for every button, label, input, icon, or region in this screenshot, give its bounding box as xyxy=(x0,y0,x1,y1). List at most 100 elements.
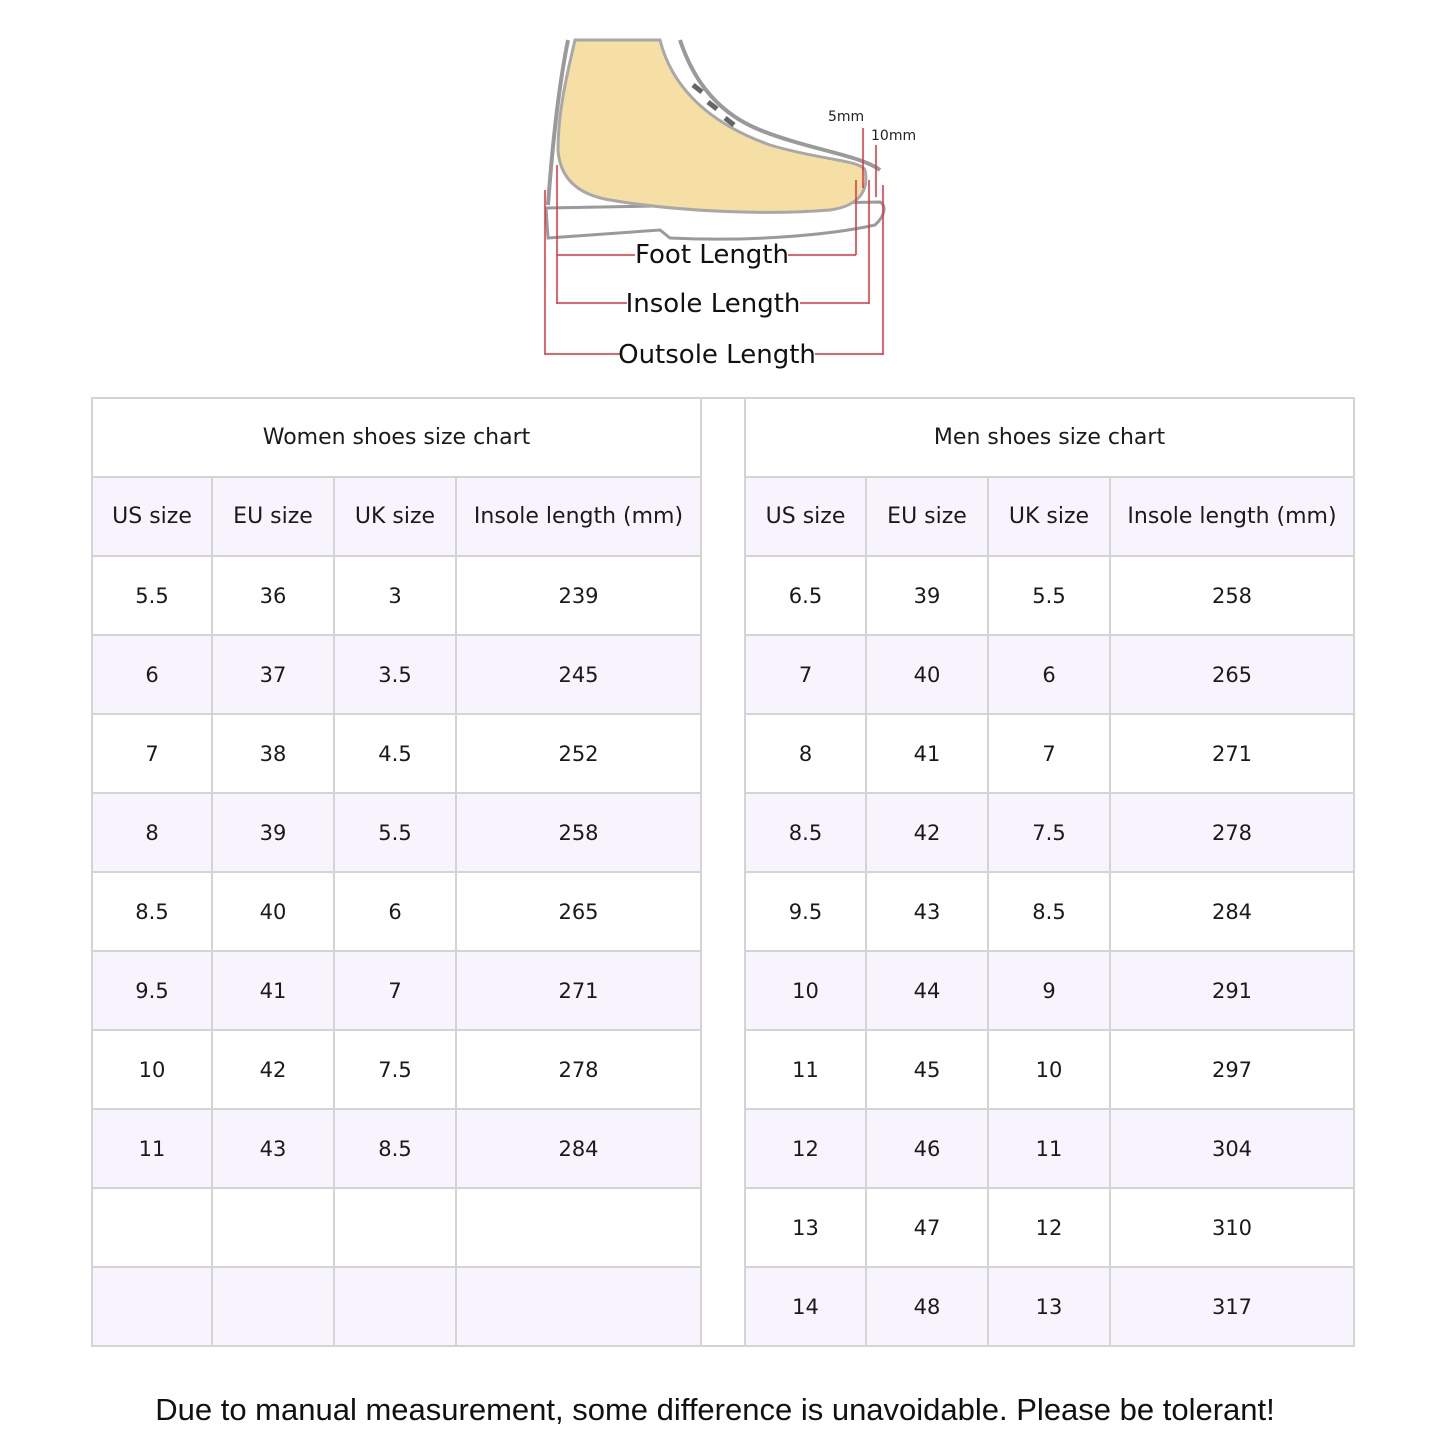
men-cell: 11 xyxy=(987,1108,1111,1189)
table-row: 9.5 41 7 271 10 44 9 291 xyxy=(91,950,1355,1031)
header-row: US size EU size UK size Insole length (mm) U… xyxy=(91,476,1355,557)
men-cell: 278 xyxy=(1109,792,1355,873)
women-cell: 3 xyxy=(333,555,457,636)
men-cell: 11 xyxy=(744,1029,867,1110)
women-cell: 8.5 xyxy=(91,871,213,952)
women-cell: 8.5 xyxy=(333,1108,457,1189)
women-cell: 7 xyxy=(91,713,213,794)
women-cell: 5.5 xyxy=(91,555,213,636)
men-cell: 8 xyxy=(744,713,867,794)
shoe-laces xyxy=(691,83,736,127)
women-column-header: EU size xyxy=(211,476,335,557)
women-cell xyxy=(455,1266,702,1347)
men-cell: 7 xyxy=(744,634,867,715)
women-cell: 42 xyxy=(211,1029,335,1110)
men-cell: 8.5 xyxy=(744,792,867,873)
men-cell: 9 xyxy=(987,950,1111,1031)
table-row: 13 47 12 310 xyxy=(91,1187,1355,1268)
women-cell: 278 xyxy=(455,1029,702,1110)
men-cell: 317 xyxy=(1109,1266,1355,1347)
women-cell xyxy=(333,1266,457,1347)
men-cell: 7 xyxy=(987,713,1111,794)
insole-length-label: Insole Length xyxy=(626,289,801,319)
men-cell: 48 xyxy=(865,1266,989,1347)
men-column-header: EU size xyxy=(865,476,989,557)
men-cell: 41 xyxy=(865,713,989,794)
men-cell: 12 xyxy=(987,1187,1111,1268)
men-cell: 40 xyxy=(865,634,989,715)
men-cell: 297 xyxy=(1109,1029,1355,1110)
women-cell: 245 xyxy=(455,634,702,715)
women-column-header: Insole length (mm) xyxy=(455,476,702,557)
women-cell xyxy=(91,1187,213,1268)
men-cell: 265 xyxy=(1109,634,1355,715)
women-cell: 39 xyxy=(211,792,335,873)
men-cell: 39 xyxy=(865,555,989,636)
women-cell: 43 xyxy=(211,1108,335,1189)
women-cell xyxy=(333,1187,457,1268)
men-column-header: Insole length (mm) xyxy=(1109,476,1355,557)
table-row: 11 43 8.5 284 12 46 11 304 xyxy=(91,1108,1355,1189)
outsole-length-label: Outsole Length xyxy=(618,340,816,370)
table-row: 10 42 7.5 278 11 45 10 297 xyxy=(91,1029,1355,1110)
women-cell: 36 xyxy=(211,555,335,636)
table-row: 6 37 3.5 245 7 40 6 265 xyxy=(91,634,1355,715)
men-cell: 5.5 xyxy=(987,555,1111,636)
women-cell: 7 xyxy=(333,950,457,1031)
women-chart-title: Women shoes size chart xyxy=(91,397,702,478)
men-cell: 10 xyxy=(987,1029,1111,1110)
men-cell: 6 xyxy=(987,634,1111,715)
foot-measurement-diagram: 5mm 10mm Foot Length Insole Length Outso… xyxy=(544,38,916,370)
men-cell: 43 xyxy=(865,871,989,952)
women-cell xyxy=(211,1187,335,1268)
women-cell: 40 xyxy=(211,871,335,952)
table-row: 5.5 36 3 239 6.5 39 5.5 258 xyxy=(91,555,1355,636)
women-cell: 271 xyxy=(455,950,702,1031)
men-cell: 291 xyxy=(1109,950,1355,1031)
men-cell: 271 xyxy=(1109,713,1355,794)
women-cell: 258 xyxy=(455,792,702,873)
women-cell: 7.5 xyxy=(333,1029,457,1110)
men-cell: 258 xyxy=(1109,555,1355,636)
women-cell: 38 xyxy=(211,713,335,794)
women-cell: 5.5 xyxy=(333,792,457,873)
men-cell: 284 xyxy=(1109,871,1355,952)
women-cell: 6 xyxy=(333,871,457,952)
women-cell: 11 xyxy=(91,1108,213,1189)
women-cell: 3.5 xyxy=(333,634,457,715)
table-row: 14 48 13 317 xyxy=(91,1266,1355,1347)
men-column-header: UK size xyxy=(987,476,1111,557)
men-cell: 14 xyxy=(744,1266,867,1347)
men-cell: 46 xyxy=(865,1108,989,1189)
men-cell: 10 xyxy=(744,950,867,1031)
measure-lines xyxy=(544,128,884,355)
men-cell: 310 xyxy=(1109,1187,1355,1268)
men-cell: 45 xyxy=(865,1029,989,1110)
women-cell xyxy=(455,1187,702,1268)
size-chart-table: Women shoes size chart Men shoes size ch… xyxy=(91,397,1355,1347)
footer-note: Due to manual measurement, some differen… xyxy=(155,1392,1275,1427)
women-cell: 239 xyxy=(455,555,702,636)
women-cell: 6 xyxy=(91,634,213,715)
table-gap xyxy=(700,397,746,1347)
men-column-header: US size xyxy=(744,476,867,557)
table-row: 7 38 4.5 252 8 41 7 271 xyxy=(91,713,1355,794)
women-cell: 37 xyxy=(211,634,335,715)
men-cell: 8.5 xyxy=(987,871,1111,952)
toe-gap-10mm-label: 10mm xyxy=(871,128,916,144)
women-cell: 8 xyxy=(91,792,213,873)
toe-gap-5mm-label: 5mm xyxy=(828,109,864,125)
men-cell: 44 xyxy=(865,950,989,1031)
men-chart-title: Men shoes size chart xyxy=(744,397,1355,478)
women-column-header: UK size xyxy=(333,476,457,557)
men-cell: 47 xyxy=(865,1187,989,1268)
men-cell: 13 xyxy=(744,1187,867,1268)
women-cell xyxy=(211,1266,335,1347)
women-cell: 41 xyxy=(211,950,335,1031)
women-cell: 284 xyxy=(455,1108,702,1189)
men-cell: 304 xyxy=(1109,1108,1355,1189)
women-cell: 9.5 xyxy=(91,950,213,1031)
men-cell: 12 xyxy=(744,1108,867,1189)
women-column-header: US size xyxy=(91,476,213,557)
table-row: 8.5 40 6 265 9.5 43 8.5 284 xyxy=(91,871,1355,952)
